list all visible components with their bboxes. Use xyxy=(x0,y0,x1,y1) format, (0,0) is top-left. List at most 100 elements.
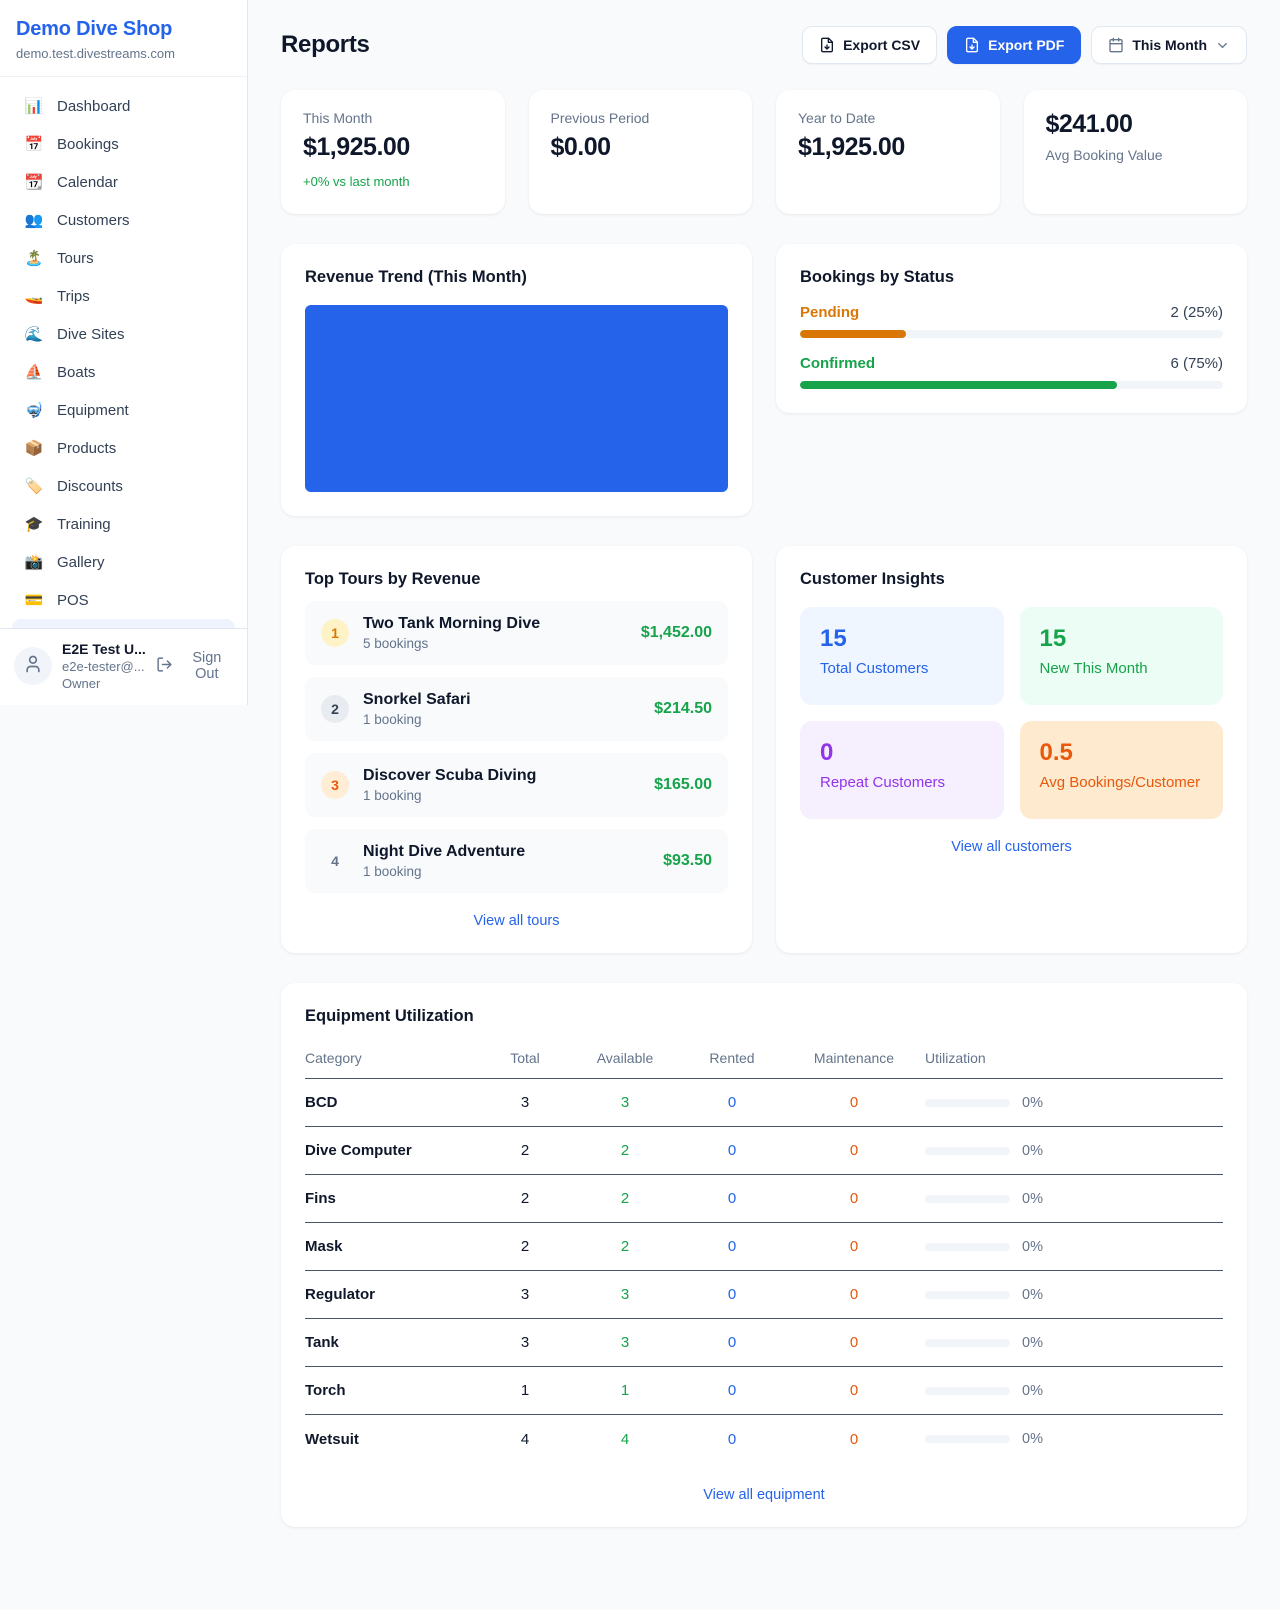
sidebar-nav: 📊 Dashboard 📅 Bookings 📆 Calendar 👥 Customers 🏝️… xyxy=(0,77,247,619)
equipment-row-regulator: Regulator 3 3 0 0 0% xyxy=(305,1271,1223,1319)
sidebar-item-trips[interactable]: 🚤 Trips xyxy=(12,277,235,315)
sidebar-item-equipment[interactable]: 🤿 Equipment xyxy=(12,391,235,429)
stat-value: $1,925.00 xyxy=(798,133,905,161)
equipment-rented: 0 xyxy=(727,1286,737,1303)
sidebar-item-products[interactable]: 📦 Products xyxy=(12,429,235,467)
stat-card-previous-period: Previous Period $0.00 xyxy=(528,90,752,214)
sidebar-item-gallery[interactable]: 📸 Gallery xyxy=(12,543,235,581)
training-icon: 🎓 xyxy=(24,516,44,533)
logout-icon xyxy=(156,656,173,677)
tour-bookings: 1 booking xyxy=(363,712,422,727)
sidebar-item-label: Calendar xyxy=(57,173,118,191)
shop-domain: demo.test.divestreams.com xyxy=(16,46,175,61)
page-title: Reports xyxy=(281,31,370,58)
equipment-total: 2 xyxy=(520,1238,530,1255)
utilization-bar xyxy=(925,1338,1010,1347)
boats-icon: ⛵ xyxy=(24,364,44,381)
sidebar-item-dashboard[interactable]: 📊 Dashboard xyxy=(12,87,235,125)
status-label: Confirmed xyxy=(800,355,875,372)
equipment-row-mask: Mask 2 2 0 0 0% xyxy=(305,1223,1223,1271)
equipment-maintenance: 0 xyxy=(849,1286,859,1303)
sidebar-item-boats[interactable]: ⛵ Boats xyxy=(12,353,235,391)
sidebar-item-label: Tours xyxy=(57,249,94,267)
insight-tiles: 15 Total Customers 15 New This Month 0 R… xyxy=(800,607,1223,819)
tile-value: 0 xyxy=(820,739,834,766)
status-value: 6 (75%) xyxy=(1170,355,1223,372)
tour-amount: $93.50 xyxy=(663,852,712,869)
tour-amount: $1,452.00 xyxy=(640,624,712,641)
status-bar-track xyxy=(800,330,1223,338)
view-all-customers-link[interactable]: View all customers xyxy=(951,839,1072,855)
sidebar-item-discounts[interactable]: 🏷️ Discounts xyxy=(12,467,235,505)
bookings-by-status-title: Bookings by Status xyxy=(800,268,955,286)
revenue-trend-title: Revenue Trend (This Month) xyxy=(305,268,527,286)
sign-out-label: Sign Out xyxy=(192,650,222,682)
tile-value: 15 xyxy=(1039,625,1067,652)
dashboard-icon: 📊 xyxy=(24,98,44,115)
revenue-trend-chart xyxy=(305,305,728,492)
utilization-bar xyxy=(925,1146,1010,1155)
page-header: Reports Export CSV Export PDF This Month xyxy=(281,26,1247,64)
shop-name: Demo Dive Shop xyxy=(16,18,173,40)
stat-card-avg-booking-value: $241.00 Avg Booking Value xyxy=(1023,90,1247,214)
utilization-percent: 0% xyxy=(1022,1190,1043,1207)
sidebar-item-reports-partial[interactable] xyxy=(12,619,235,628)
equipment-maintenance: 0 xyxy=(849,1190,859,1207)
sidebar-item-pos[interactable]: 💳 POS xyxy=(12,581,235,619)
sidebar-item-tours[interactable]: 🏝️ Tours xyxy=(12,239,235,277)
equipment-available: 3 xyxy=(620,1094,630,1111)
tour-row: 2 Snorkel Safari 1 booking $214.50 xyxy=(305,677,728,741)
sidebar-item-training[interactable]: 🎓 Training xyxy=(12,505,235,543)
stat-label: Avg Booking Value xyxy=(1045,147,1163,163)
utilization-percent: 0% xyxy=(1022,1094,1043,1111)
utilization-percent: 0% xyxy=(1022,1142,1043,1159)
sidebar-item-label: Dive Sites xyxy=(57,325,125,343)
insights-row: Top Tours by Revenue 1 Two Tank Morning … xyxy=(281,546,1247,953)
stat-label: Year to Date xyxy=(798,110,876,126)
view-all-equipment-link[interactable]: View all equipment xyxy=(703,1487,825,1503)
top-tours-title: Top Tours by Revenue xyxy=(305,570,481,588)
user-email: e2e-tester@... xyxy=(62,659,145,674)
utilization-percent: 0% xyxy=(1022,1431,1043,1447)
equipment-available: 3 xyxy=(620,1334,630,1351)
equipment-rented: 0 xyxy=(727,1142,737,1159)
equipment-category: Regulator xyxy=(305,1286,376,1303)
period-select[interactable]: This Month xyxy=(1091,26,1247,64)
user-role: Owner xyxy=(62,676,101,691)
sidebar-item-customers[interactable]: 👥 Customers xyxy=(12,201,235,239)
equipment-maintenance: 0 xyxy=(849,1334,859,1351)
stat-value: $1,925.00 xyxy=(303,133,410,161)
equipment-table-header: Category Total Available Rented Maintena… xyxy=(305,1042,1223,1079)
export-csv-button[interactable]: Export CSV xyxy=(802,26,938,64)
sidebar-item-dive-sites[interactable]: 🌊 Dive Sites xyxy=(12,315,235,353)
status-value: 2 (25%) xyxy=(1170,304,1223,321)
column-header: Maintenance xyxy=(813,1050,895,1066)
equipment-category: Tank xyxy=(305,1334,339,1351)
equipment-available: 3 xyxy=(620,1286,630,1303)
top-tours-panel: Top Tours by Revenue 1 Two Tank Morning … xyxy=(281,546,752,953)
stat-label: Previous Period xyxy=(550,110,650,126)
insight-tile-total-customers: 15 Total Customers xyxy=(800,607,1004,705)
equipment-maintenance: 0 xyxy=(849,1238,859,1255)
sidebar-item-label: Discounts xyxy=(57,477,123,495)
main-content: Reports Export CSV Export PDF This Month xyxy=(248,0,1280,1527)
bookings-by-status-panel: Bookings by Status Pending 2 (25%) Confi… xyxy=(776,244,1247,413)
equipment-maintenance: 0 xyxy=(849,1094,859,1111)
sidebar-item-label: Dashboard xyxy=(57,97,131,115)
rank-badge: 3 xyxy=(321,771,349,799)
calendar-icon xyxy=(1108,37,1124,53)
sign-out-button[interactable]: Sign Out xyxy=(156,650,235,682)
export-pdf-button[interactable]: Export PDF xyxy=(947,26,1082,64)
equipment-total: 3 xyxy=(520,1334,530,1351)
view-all-tours-link[interactable]: View all tours xyxy=(473,913,560,929)
header-actions: Export CSV Export PDF This Month xyxy=(802,26,1247,64)
tile-label: Repeat Customers xyxy=(820,774,946,791)
sidebar-item-calendar[interactable]: 📆 Calendar xyxy=(12,163,235,201)
sidebar-item-label: POS xyxy=(57,591,89,609)
equipment-row-tank: Tank 3 3 0 0 0% xyxy=(305,1319,1223,1367)
equipment-rented: 0 xyxy=(727,1334,737,1351)
tile-value: 15 xyxy=(820,625,847,652)
sidebar-item-bookings[interactable]: 📅 Bookings xyxy=(12,125,235,163)
equipment-available: 1 xyxy=(620,1382,630,1399)
equipment-rented: 0 xyxy=(727,1190,737,1207)
